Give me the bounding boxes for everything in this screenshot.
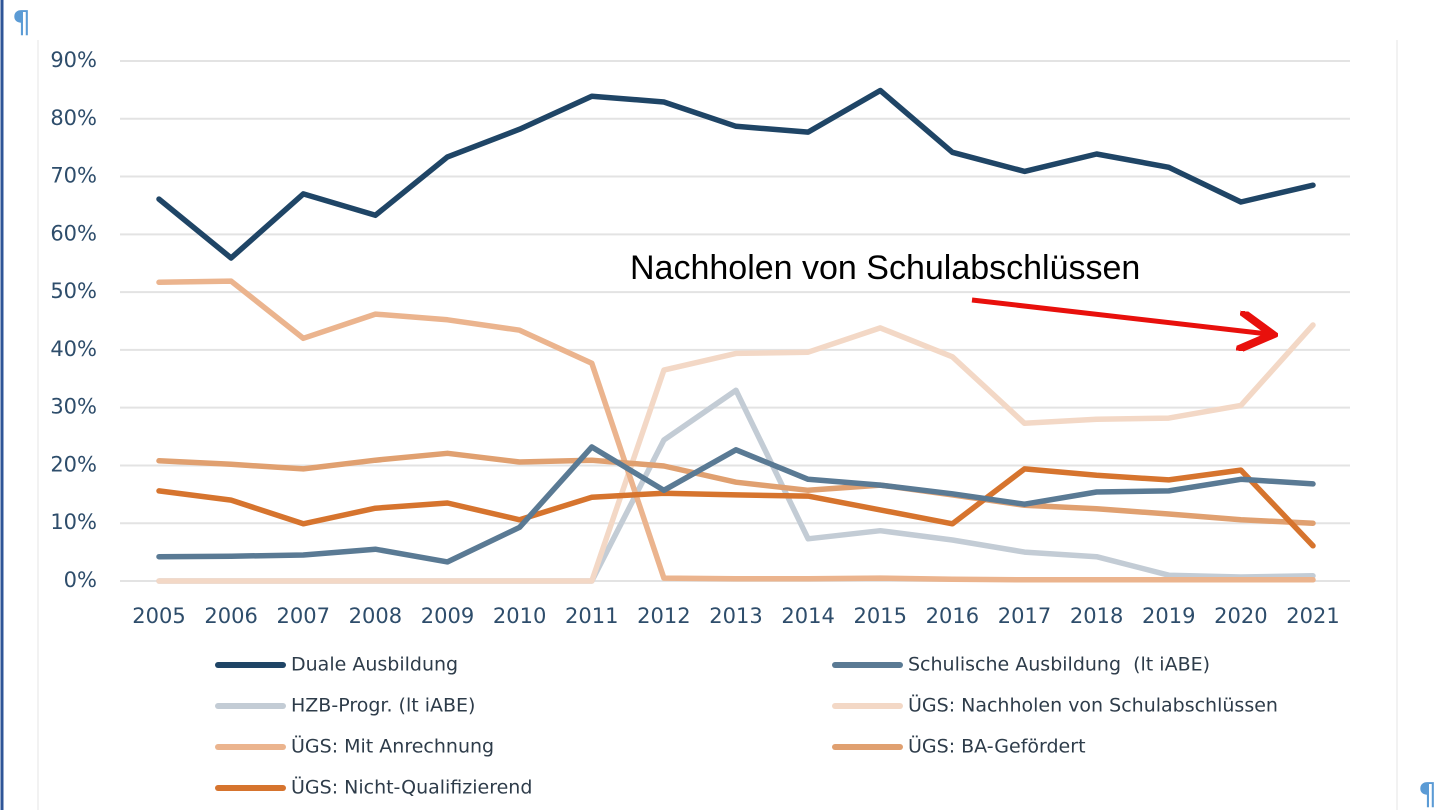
x-tick-label: 2019 xyxy=(1142,604,1195,628)
y-tick-label: 50% xyxy=(50,279,97,303)
x-tick-label: 2015 xyxy=(854,604,907,628)
legend-label: ÜGS: Nicht-Qualifizierend xyxy=(291,776,532,799)
y-tick-label: 20% xyxy=(50,452,97,476)
x-tick-label: 2008 xyxy=(349,604,402,628)
series-line xyxy=(156,322,1316,584)
series-line xyxy=(156,87,1316,261)
series-line xyxy=(156,278,1316,583)
legend-label: ÜGS: Mit Anrechnung xyxy=(291,735,494,758)
x-tick-label: 2017 xyxy=(998,604,1051,628)
pilcrow: ¶ xyxy=(12,6,31,41)
y-tick-label: 10% xyxy=(50,510,97,534)
x-tick-label: 2021 xyxy=(1286,604,1339,628)
x-tick-label: 2012 xyxy=(637,604,690,628)
legend-label: HZB-Progr. (lt iABE) xyxy=(291,695,475,717)
x-tick-label: 2014 xyxy=(781,604,834,628)
series-line xyxy=(156,444,1316,565)
y-tick-label: 90% xyxy=(50,48,97,72)
x-tick-label: 2013 xyxy=(709,604,762,628)
x-tick-label: 2011 xyxy=(565,604,618,628)
legend-label: ÜGS: BA-Gefördert xyxy=(908,735,1086,758)
x-tick-label: 2007 xyxy=(277,604,330,628)
x-tick-label: 2020 xyxy=(1214,604,1267,628)
annotation-arrow xyxy=(971,297,1268,334)
x-tick-label: 2009 xyxy=(421,604,474,628)
legend-label: Schulische Ausbildung (lt iABE) xyxy=(908,654,1210,676)
x-tick-label: 2006 xyxy=(204,604,257,628)
series-line xyxy=(156,450,1316,526)
y-tick-label: 70% xyxy=(50,164,97,188)
x-tick-label: 2005 xyxy=(132,604,185,628)
y-tick-label: 0% xyxy=(64,568,97,592)
legend-label: ÜGS: Nachholen von Schulabschlüssen xyxy=(908,694,1278,717)
series-line xyxy=(156,466,1316,549)
x-tick-label: 2010 xyxy=(493,604,546,628)
y-tick-label: 80% xyxy=(50,106,97,130)
legend-label: Duale Ausbildung xyxy=(291,654,458,676)
pilcrow: ¶ xyxy=(1418,778,1437,810)
x-tick-label: 2016 xyxy=(926,604,979,628)
y-tick-label: 40% xyxy=(50,337,97,361)
x-tick-label: 2018 xyxy=(1070,604,1123,628)
y-tick-label: 30% xyxy=(50,395,97,419)
annotation: Nachholen von Schulabschlüssen xyxy=(630,249,1140,287)
y-tick-label: 60% xyxy=(50,221,97,245)
